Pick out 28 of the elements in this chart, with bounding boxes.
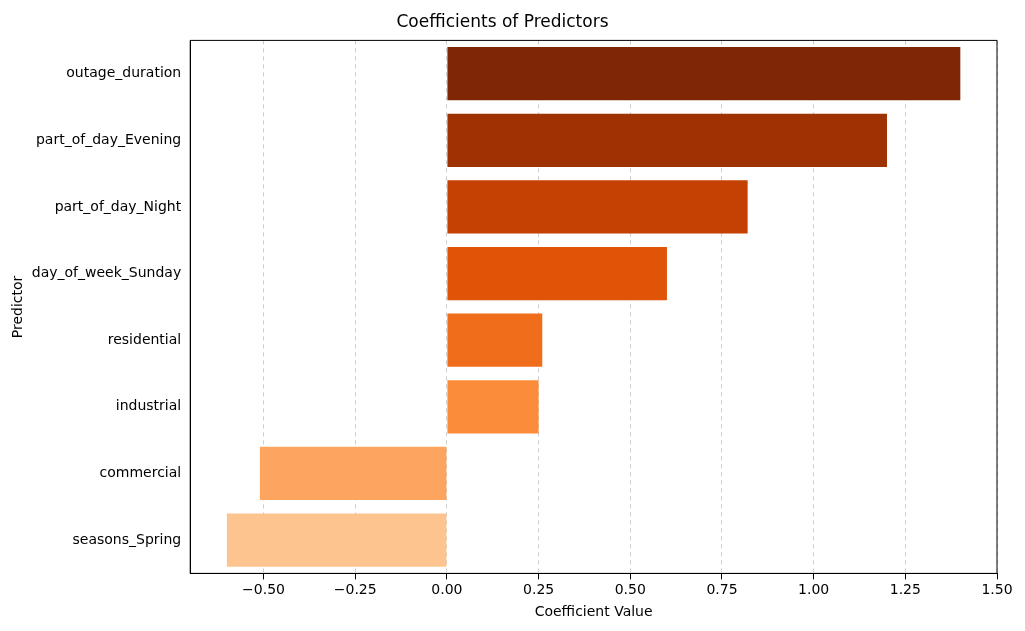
bar xyxy=(259,446,447,501)
y-tick-label: industrial xyxy=(115,397,182,414)
y-tick-label: commercial xyxy=(99,464,182,481)
bar xyxy=(447,246,667,301)
x-tick-label: 1.25 xyxy=(889,581,921,598)
x-tick-label: −0.25 xyxy=(333,581,377,598)
y-tick-label: residential xyxy=(107,330,182,347)
x-tick-label: 0.75 xyxy=(706,581,738,598)
x-tick-label: 0.50 xyxy=(614,581,646,598)
y-tick-label: day_of_week_Sunday xyxy=(31,264,182,281)
y-tick-label: part_of_day_Evening xyxy=(35,130,182,147)
y-axis-title: Predictor xyxy=(9,275,26,339)
x-tick-label: −0.50 xyxy=(242,581,286,598)
bar xyxy=(447,380,539,434)
bar xyxy=(226,513,447,567)
bar xyxy=(447,47,961,101)
bar xyxy=(447,113,887,167)
x-axis-title: Coefficient Value xyxy=(534,603,653,620)
x-tick-label: 0.25 xyxy=(523,581,555,598)
x-tick-label: 1.00 xyxy=(798,581,830,598)
y-tick-label: part_of_day_Night xyxy=(54,197,182,214)
bar xyxy=(447,180,748,234)
x-tick-label: 1.50 xyxy=(981,581,1013,598)
x-tick-label: 0.00 xyxy=(431,581,463,598)
chart-title: Coefficients of Predictors xyxy=(396,10,609,31)
y-tick-label: outage_duration xyxy=(66,64,182,81)
bar xyxy=(447,313,543,367)
y-tick-label: seasons_Spring xyxy=(72,530,182,547)
